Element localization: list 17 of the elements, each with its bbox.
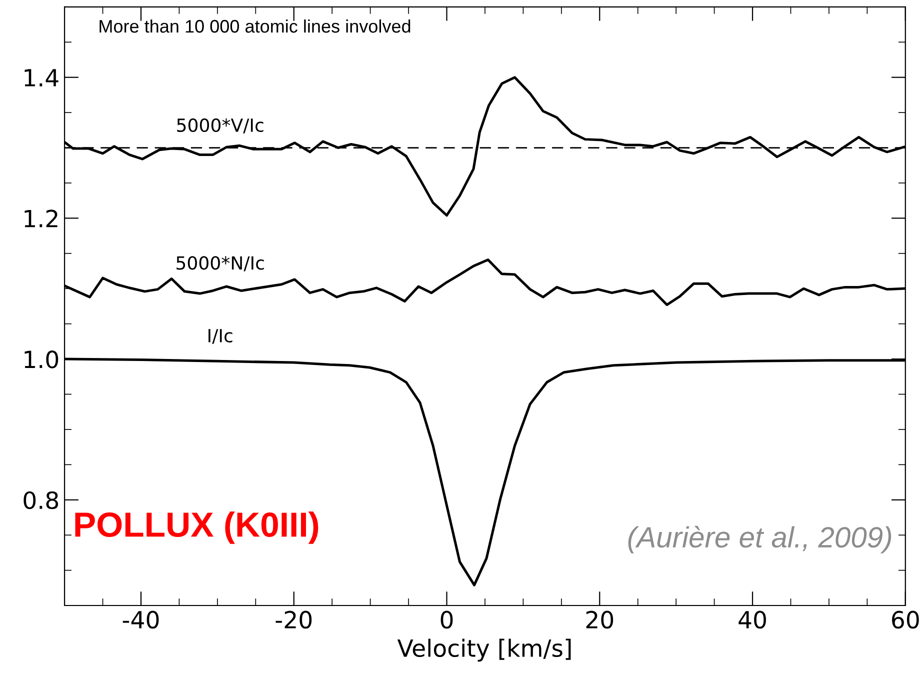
- y-tick-label: 1.2: [24, 210, 58, 228]
- y-tick-label: 1.0: [24, 350, 58, 368]
- annotation: POLLUX (K0III): [75, 512, 318, 544]
- series-label: 5000*N/Ic: [176, 256, 264, 272]
- x-tick-label: 60: [892, 610, 919, 629]
- x-tick-label: 20: [586, 610, 614, 629]
- series-label: 5000*V/Ic: [177, 118, 264, 134]
- x-tick-label: -40: [122, 610, 159, 629]
- series-label: I/Ic: [208, 329, 232, 344]
- x-tick-label: -20: [276, 610, 312, 629]
- x-axis-title: Velocity [km/s]: [397, 638, 571, 662]
- x-tick-label: 40: [738, 610, 766, 629]
- y-tick-label: 1.4: [24, 69, 58, 86]
- annotation: (Aurière et al., 2009): [628, 526, 892, 554]
- x-tick-label: 0: [440, 610, 453, 629]
- y-tick-label: 0.8: [24, 491, 58, 510]
- annotation: More than 10 000 atomic lines involved: [100, 19, 410, 33]
